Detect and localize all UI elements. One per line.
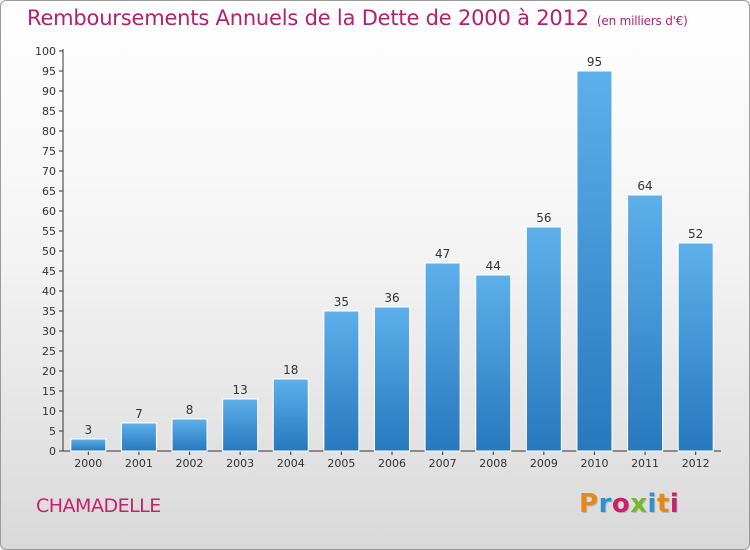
- y-tick-label: 70: [42, 165, 56, 178]
- bar: [374, 306, 410, 452]
- logo-letter: r: [598, 489, 612, 519]
- bar-value-label: 35: [334, 295, 349, 309]
- y-tick-label: 55: [42, 225, 56, 238]
- bar: [171, 418, 208, 452]
- y-tick-label: 85: [42, 105, 56, 118]
- bar-value-label: 56: [536, 211, 551, 225]
- logo-letter: o: [611, 489, 631, 519]
- bar-value-label: 13: [233, 383, 248, 397]
- x-tick-label: 2006: [378, 457, 406, 470]
- y-tick-label: 75: [42, 145, 56, 158]
- town-name: CHAMADELLE: [36, 495, 161, 517]
- y-tick-label: 15: [42, 385, 56, 398]
- x-tick-label: 2008: [479, 457, 507, 470]
- x-tick-label: 2012: [682, 457, 710, 470]
- logo-letter: i: [647, 489, 657, 519]
- y-tick-label: 0: [49, 445, 56, 458]
- y-tick-label: 5: [49, 425, 56, 438]
- bar: [222, 398, 259, 452]
- bar-value-label: 7: [135, 407, 143, 421]
- x-tick-label: 2007: [429, 457, 457, 470]
- chart-bars: 3 7 8 13 18 35 36 47 44 56 95 64 52: [70, 55, 714, 452]
- y-tick-label: 100: [35, 45, 56, 58]
- y-tick-label: 80: [42, 125, 56, 138]
- y-tick-label: 25: [42, 345, 56, 358]
- bar: [272, 378, 309, 452]
- bar-value-label: 47: [435, 247, 450, 261]
- y-tick-label: 40: [42, 285, 56, 298]
- bar-value-label: 18: [283, 363, 298, 377]
- bar: [525, 226, 562, 452]
- y-tick-label: 30: [42, 325, 56, 338]
- bar: [475, 274, 512, 452]
- logo-letter: i: [669, 489, 680, 519]
- proxiti-logo: Proxiti: [579, 489, 679, 519]
- chart-title: Remboursements Annuels de la Dette de 20…: [27, 6, 688, 30]
- bar-value-label: 44: [486, 259, 501, 273]
- chart-title-text: Remboursements Annuels de la Dette de 20…: [27, 6, 589, 30]
- chart-subtitle: (en milliers d'€): [596, 14, 688, 28]
- y-tick-label: 50: [42, 245, 56, 258]
- x-tick-label: 2009: [530, 457, 558, 470]
- bar-value-label: 95: [587, 55, 602, 69]
- bar-value-label: 8: [186, 403, 194, 417]
- bar: [424, 262, 461, 452]
- bar: [627, 194, 664, 452]
- bar-value-label: 36: [384, 291, 399, 305]
- x-tick-label: 2010: [580, 457, 608, 470]
- y-tick-label: 20: [42, 365, 56, 378]
- logo-letter: P: [579, 489, 599, 519]
- y-tick-label: 65: [42, 185, 56, 198]
- x-tick-label: 2002: [176, 457, 204, 470]
- x-tick-label: 2005: [327, 457, 355, 470]
- bar-value-label: 3: [84, 423, 92, 437]
- y-tick-label: 95: [42, 65, 56, 78]
- bar: [576, 70, 613, 452]
- y-tick-label: 60: [42, 205, 56, 218]
- y-tick-label: 10: [42, 405, 56, 418]
- chart-axes: 0 5 10 15 20 25 30 35 40 45 50 55 60 65 70 75 80 85 90 95 10…: [35, 45, 721, 470]
- bar-value-label: 64: [637, 179, 652, 193]
- y-tick-label: 45: [42, 265, 56, 278]
- x-tick-label: 2003: [226, 457, 254, 470]
- logo-letter: x: [630, 489, 648, 519]
- x-tick-label: 2004: [277, 457, 305, 470]
- x-tick-label: 2001: [125, 457, 153, 470]
- x-tick-label: 2011: [631, 457, 659, 470]
- y-tick-label: 35: [42, 305, 56, 318]
- bar: [70, 438, 107, 452]
- y-tick-label: 90: [42, 85, 56, 98]
- bar-value-label: 52: [688, 227, 703, 241]
- bar: [677, 242, 714, 452]
- x-tick-label: 2000: [74, 457, 102, 470]
- logo-letter: t: [656, 489, 670, 519]
- bar: [120, 422, 157, 452]
- bar: [323, 310, 360, 452]
